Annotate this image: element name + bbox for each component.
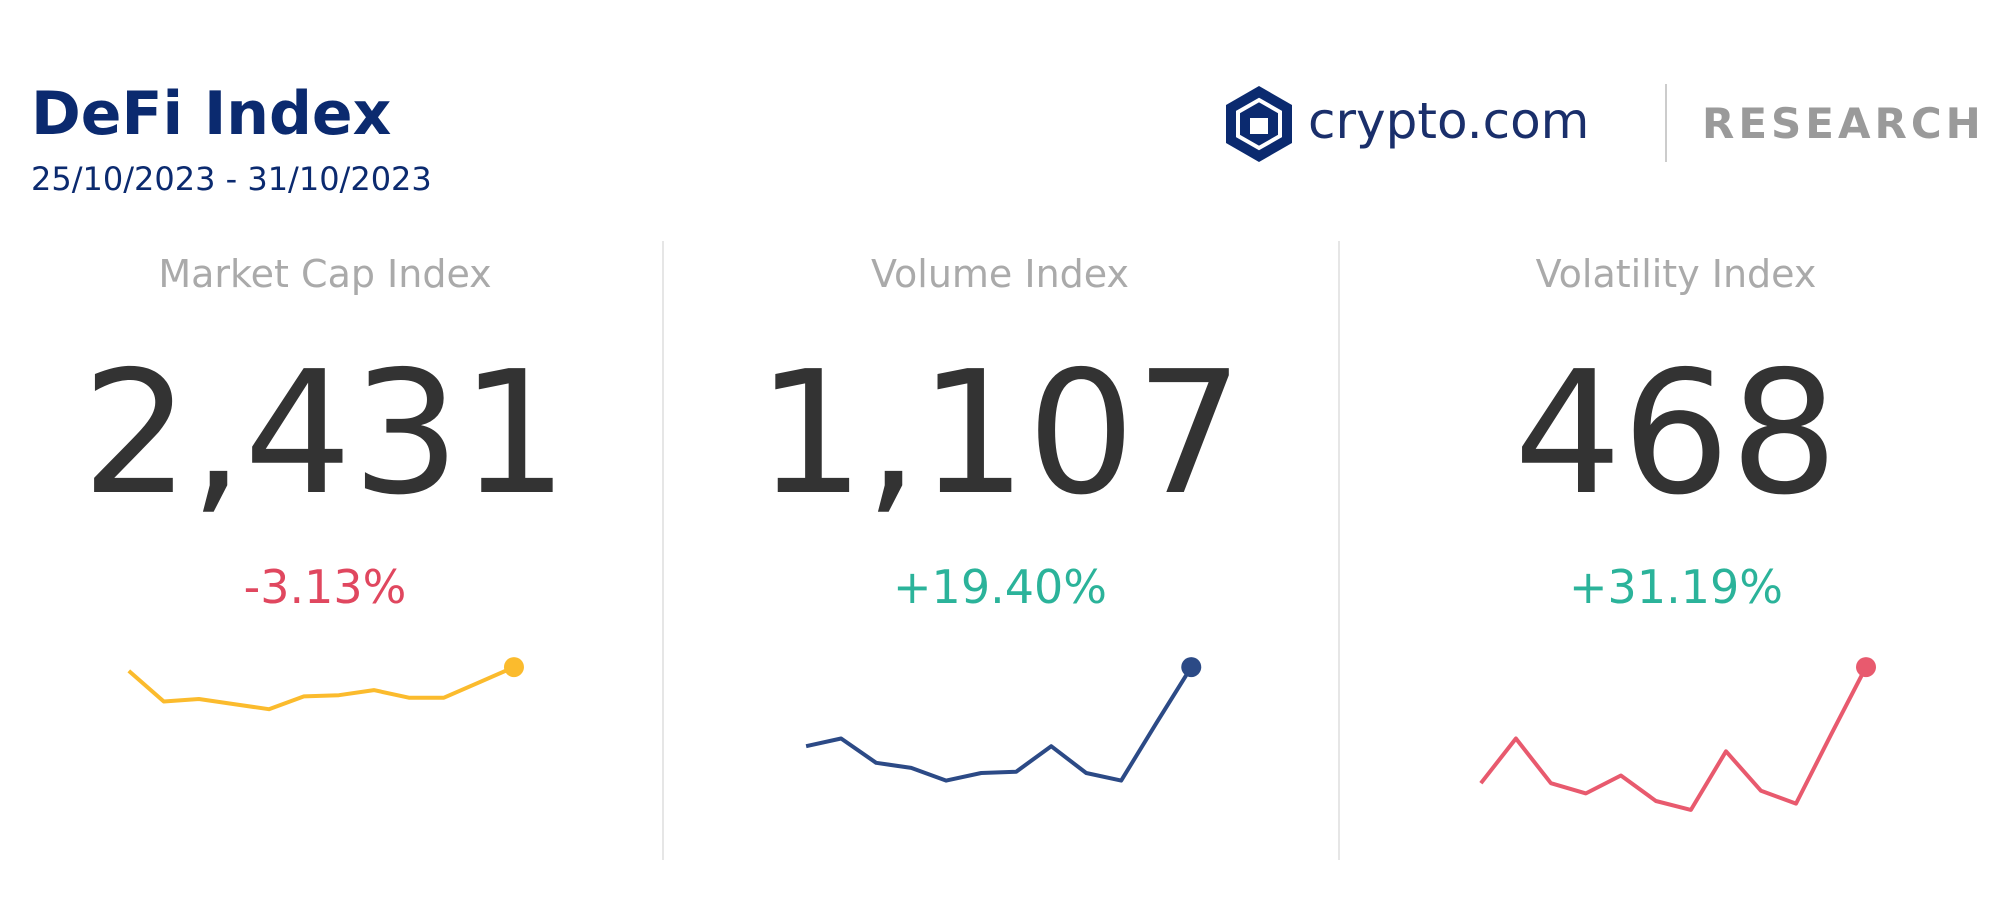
sparkline-end-dot	[503, 657, 524, 678]
panel-title: Volatility Index	[1536, 252, 1817, 296]
brand-suffix: RESEARCH	[1702, 99, 1985, 148]
sparkline	[1479, 666, 1868, 812]
sparkline-end-dot	[1181, 657, 1202, 678]
index-value: 468	[1514, 335, 1838, 533]
logo-icon	[1226, 86, 1292, 162]
sparkline-end-dot	[1856, 657, 1877, 678]
index-change: +31.19%	[1569, 560, 1783, 614]
index-value: 1,107	[757, 335, 1244, 533]
brand: crypto.com	[1308, 92, 1589, 150]
index-value: 2,431	[82, 335, 569, 533]
panel-title: Volume Index	[871, 252, 1129, 296]
sparkline	[127, 665, 515, 712]
index-change: -3.13%	[244, 560, 407, 614]
date-range: 25/10/2023 - 31/10/2023	[31, 160, 432, 198]
index-change: +19.40%	[893, 560, 1107, 614]
title: DeFi Index	[31, 79, 391, 149]
sparkline	[805, 666, 1193, 783]
panel-title: Market Cap Index	[158, 252, 491, 296]
